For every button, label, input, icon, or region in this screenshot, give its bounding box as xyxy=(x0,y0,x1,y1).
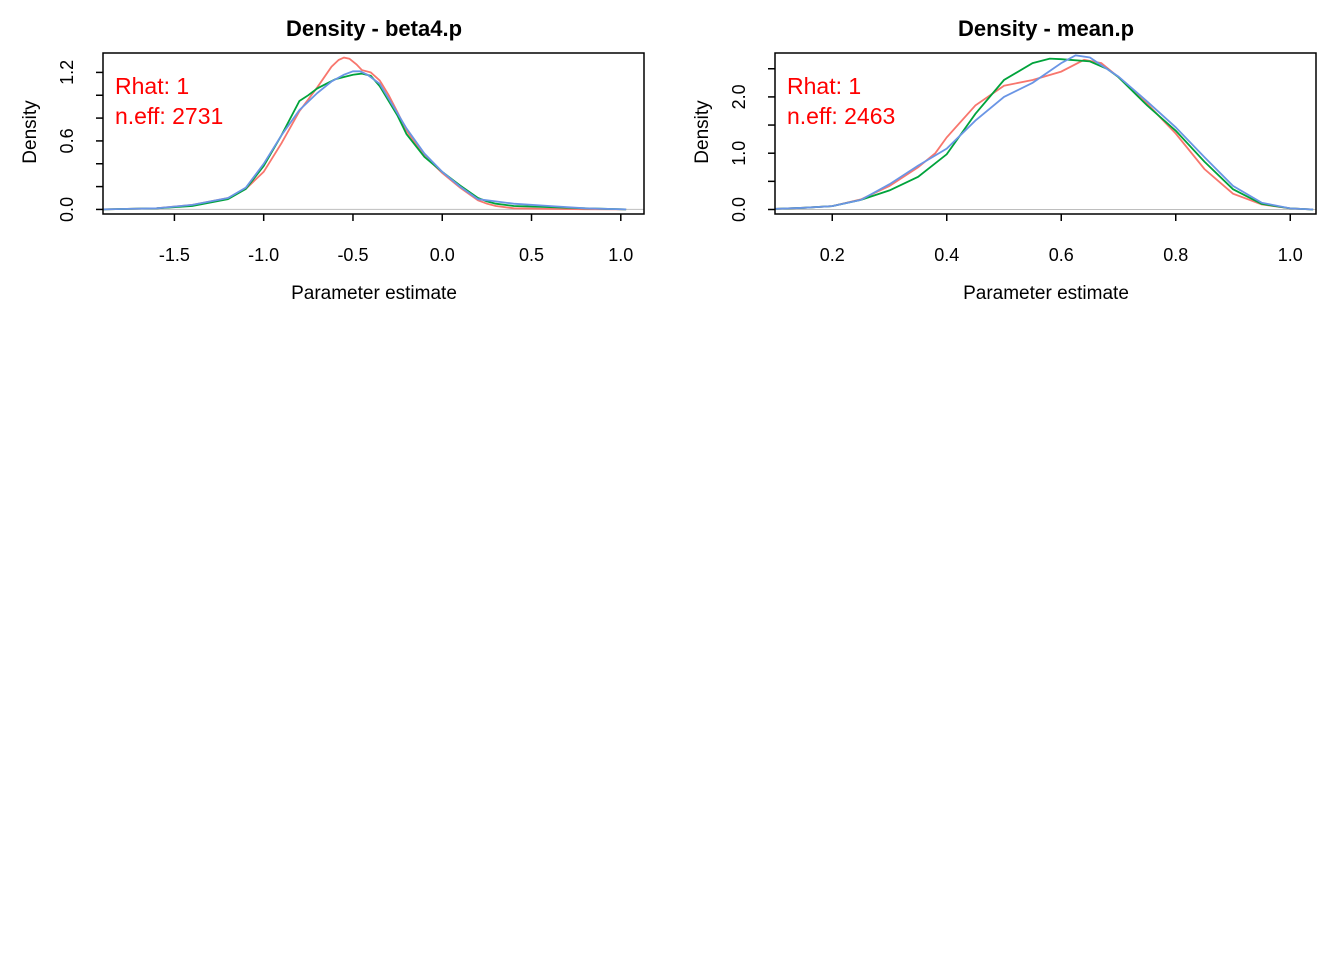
density-curve-chain-3 xyxy=(774,54,1314,211)
x-tick-label: 0.4 xyxy=(934,245,959,265)
x-tick-label: -1.5 xyxy=(159,245,190,265)
density-curve-chain-1 xyxy=(102,56,627,211)
x-axis-label: Parameter estimate xyxy=(291,283,457,304)
x-tick-label: 1.0 xyxy=(608,245,633,265)
y-tick-label: 1.2 xyxy=(57,60,77,85)
rhat-label: Rhat: 1 xyxy=(115,73,189,99)
x-axis-label: Parameter estimate xyxy=(963,283,1129,304)
chart-title: Density - mean.p xyxy=(958,16,1134,41)
y-tick-label: 0.0 xyxy=(57,197,77,222)
neff-label: n.eff: 2463 xyxy=(787,103,895,129)
y-axis-label: Density xyxy=(20,100,41,164)
density-curve-chain-2 xyxy=(774,57,1314,211)
y-tick-label: 2.0 xyxy=(729,84,749,109)
x-tick-label: 0.8 xyxy=(1163,245,1188,265)
y-tick-label: 0.6 xyxy=(57,128,77,153)
y-axis-label: Density xyxy=(692,100,713,164)
y-tick-label: 1.0 xyxy=(729,141,749,166)
x-tick-label: 0.5 xyxy=(519,245,544,265)
x-tick-label: 0.6 xyxy=(1049,245,1074,265)
x-tick-label: 1.0 xyxy=(1278,245,1303,265)
density-panel-mean-p: Density - mean.p Parameter estimate Dens… xyxy=(692,16,1317,304)
y-tick-label: 0.0 xyxy=(729,197,749,222)
density-curve-chain-3 xyxy=(102,70,627,211)
rhat-label: Rhat: 1 xyxy=(787,73,861,99)
plot-frame xyxy=(102,52,645,215)
x-tick-label: 0.0 xyxy=(430,245,455,265)
density-panel-beta4-p: Density - beta4.p Parameter estimate Den… xyxy=(20,16,645,304)
x-tick-label: -0.5 xyxy=(337,245,368,265)
x-tick-label: 0.2 xyxy=(820,245,845,265)
chart-title: Density - beta4.p xyxy=(286,16,462,41)
plot-frame xyxy=(774,52,1317,215)
neff-label: n.eff: 2731 xyxy=(115,103,223,129)
x-tick-label: -1.0 xyxy=(248,245,279,265)
